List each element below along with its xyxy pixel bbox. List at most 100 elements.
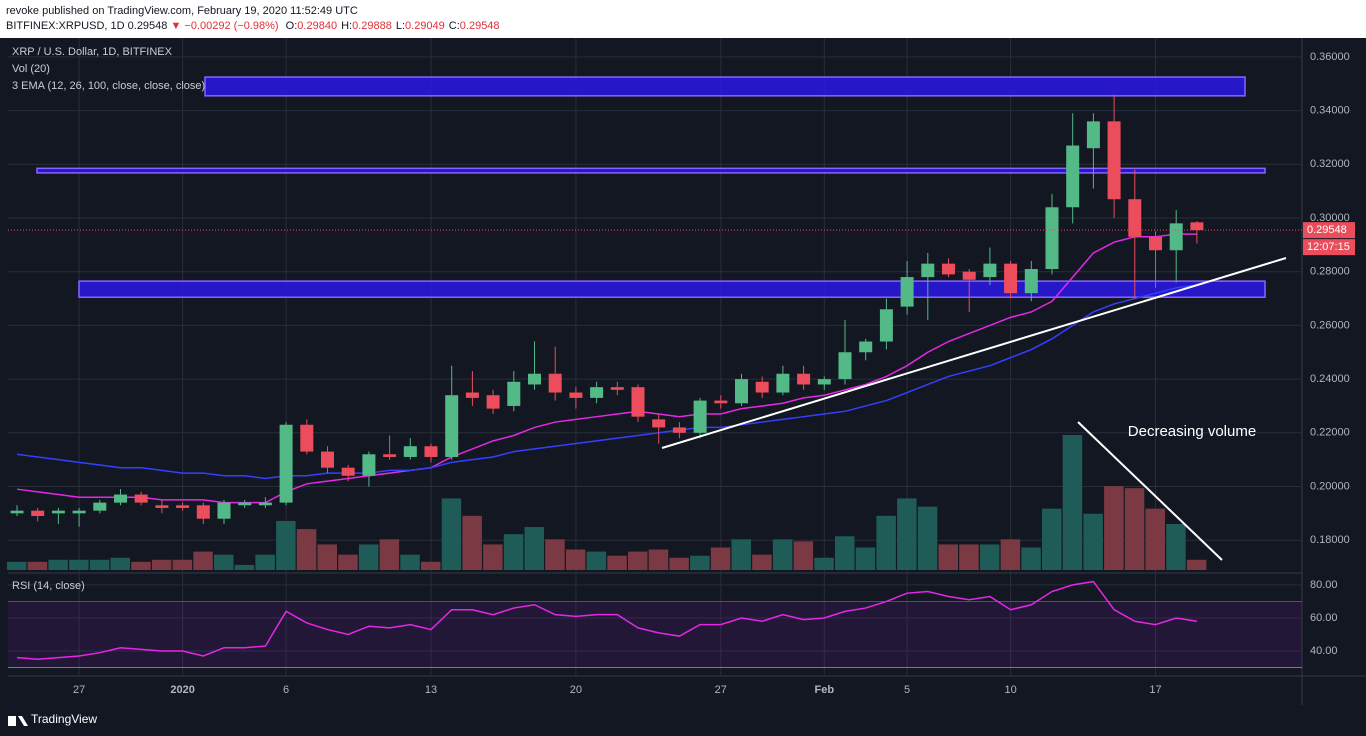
volume-bar xyxy=(1186,559,1207,570)
volume-bar xyxy=(483,544,503,570)
x-tick-label: 27 xyxy=(715,684,727,696)
volume-bar xyxy=(772,539,793,570)
x-tick-label: 10 xyxy=(1004,684,1016,696)
candle-body xyxy=(1024,269,1038,294)
y-tick-label: 0.32000 xyxy=(1310,158,1350,170)
candle-body xyxy=(465,392,479,398)
publish-line: revoke published on TradingView.com, Feb… xyxy=(6,5,358,17)
ohlc-key: O: xyxy=(286,20,298,32)
x-tick-label: 17 xyxy=(1149,684,1161,696)
volume-bar xyxy=(524,527,544,570)
candle-body xyxy=(838,352,852,380)
volume-bar xyxy=(400,554,420,570)
volume-bar xyxy=(979,544,1000,570)
footer-bg xyxy=(0,705,1366,736)
candle-body xyxy=(735,379,748,404)
volume-bar xyxy=(545,539,565,570)
volume-bar xyxy=(441,498,462,570)
x-tick-label: 2020 xyxy=(170,684,194,696)
volume-bar xyxy=(814,557,834,570)
candle-body xyxy=(652,419,666,428)
rsi-line xyxy=(16,580,1198,661)
ohlc-value: 0.29548 xyxy=(460,20,500,32)
volume-bar xyxy=(1104,486,1124,570)
volume-bar xyxy=(1062,435,1083,570)
candle-body xyxy=(279,424,293,503)
candle-body xyxy=(51,510,65,514)
volume-bar xyxy=(1124,488,1145,570)
volume-bar xyxy=(296,529,317,570)
volume-bar xyxy=(1166,523,1186,570)
candle-body xyxy=(238,502,252,506)
candle-body xyxy=(1149,236,1162,251)
volume-bar xyxy=(1083,513,1103,570)
ema-line xyxy=(16,284,1197,480)
candle-body xyxy=(942,263,955,275)
candle-body xyxy=(797,373,811,385)
y-tick-label: 0.22000 xyxy=(1310,427,1350,439)
candle-body xyxy=(196,505,210,519)
volume-bar xyxy=(89,559,110,570)
x-tick-label: 6 xyxy=(283,684,289,696)
candle-body xyxy=(1107,121,1121,200)
volume-bar xyxy=(669,557,689,570)
volume-bar xyxy=(710,547,731,570)
volume-bar xyxy=(462,515,482,570)
volume-bar xyxy=(897,498,917,570)
candle-body xyxy=(921,263,935,278)
trend-line xyxy=(661,257,1287,449)
candle-body xyxy=(362,454,376,476)
last-price-label: 0.29548 xyxy=(1307,224,1347,236)
legend-volume: Vol (20) xyxy=(12,63,50,75)
candle-body xyxy=(714,400,728,404)
candle-body xyxy=(114,494,127,503)
volume-bar xyxy=(938,544,958,570)
last-price: 0.29548 xyxy=(128,20,168,32)
volume-bar xyxy=(835,536,855,570)
candle-body xyxy=(1190,222,1204,231)
volume-bar xyxy=(338,554,358,570)
volume-bar xyxy=(1021,547,1041,570)
volume-bar xyxy=(69,559,89,570)
last-price-tag xyxy=(1303,222,1355,239)
candle-body xyxy=(1086,121,1100,149)
candle-body xyxy=(610,387,624,390)
resistance-zone xyxy=(78,280,1266,298)
volume-bar xyxy=(379,539,400,570)
candle-body xyxy=(548,373,562,393)
volume-bar xyxy=(358,544,379,570)
volume-bar xyxy=(234,564,255,570)
y-tick-label: 0.34000 xyxy=(1310,105,1350,117)
symbol: BITFINEX:XRPUSD, 1D xyxy=(6,20,125,32)
rsi-tick-label: 60.00 xyxy=(1310,612,1338,624)
candle-body xyxy=(962,271,976,280)
candle-body xyxy=(817,379,831,385)
candle-body xyxy=(403,446,417,457)
volume-bar xyxy=(421,561,441,570)
ohlc-value: 0.29049 xyxy=(405,20,445,32)
rsi-title: RSI (14, close) xyxy=(12,580,85,592)
resistance-zone xyxy=(204,76,1246,97)
countdown-label: 12:07:15 xyxy=(1307,241,1350,253)
volume-bar xyxy=(586,551,607,570)
candle-body xyxy=(590,387,604,398)
candle-body xyxy=(341,467,355,476)
candle-body xyxy=(631,387,645,417)
ohlc-key: C: xyxy=(449,20,460,32)
volume-bar xyxy=(1042,508,1062,570)
y-tick-label: 0.28000 xyxy=(1310,266,1350,278)
x-tick-label: 27 xyxy=(73,684,85,696)
candle-body xyxy=(528,373,541,385)
volume-bar xyxy=(193,551,213,570)
candle-body xyxy=(383,454,397,457)
candle-body xyxy=(134,494,148,503)
volume-bar xyxy=(172,559,193,570)
x-tick-label: 5 xyxy=(904,684,910,696)
candle-body xyxy=(1004,263,1018,294)
volume-bar xyxy=(876,515,896,570)
candle-body xyxy=(569,392,583,398)
candle-body xyxy=(155,505,169,508)
volume-bar xyxy=(731,539,751,570)
y-tick-label: 0.18000 xyxy=(1310,534,1350,546)
volume-bar xyxy=(7,561,27,570)
